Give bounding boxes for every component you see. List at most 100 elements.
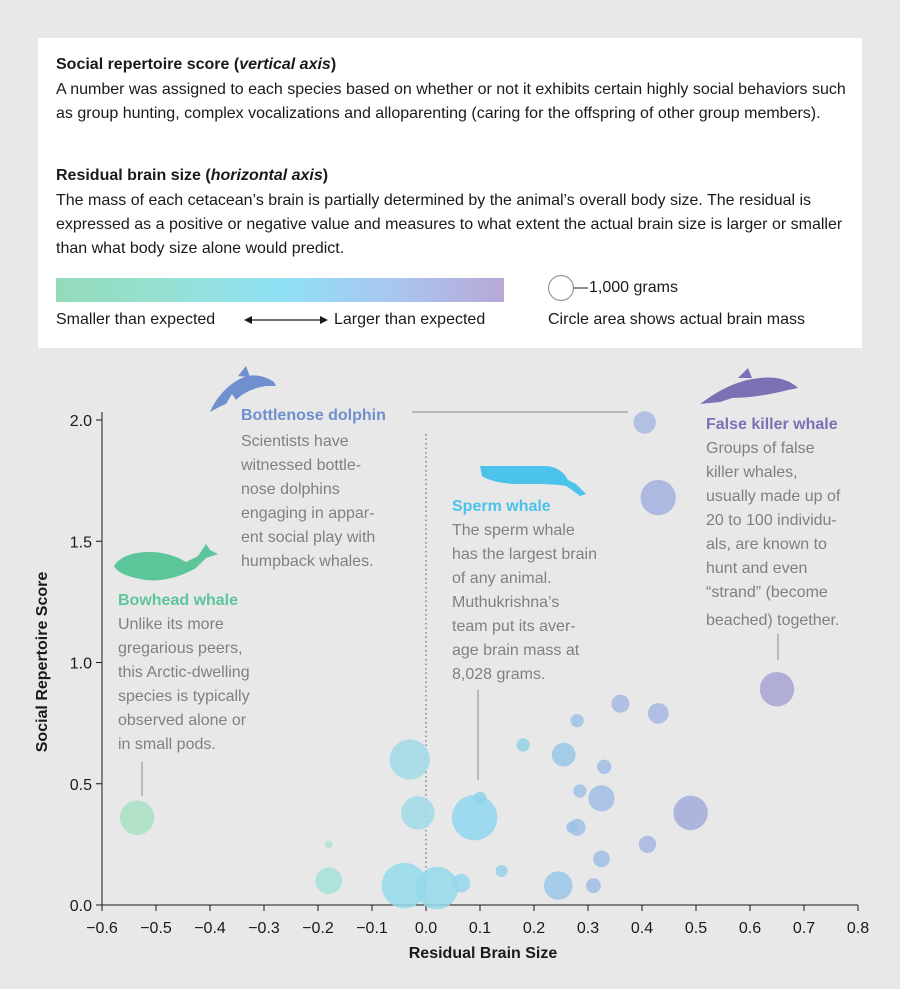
x-tick-label: −0.1 [356,920,388,937]
data-point-bubble [573,784,587,798]
annotation-text-line: ent social play with [241,529,375,546]
data-point-bubble [611,694,630,713]
annotation-text-line: 8,028 grams. [452,666,545,683]
data-point-bubble [473,791,487,805]
annotation-bowhead-title: Bowhead whale [118,592,238,609]
annotation-sperm-whale: Sperm whale The sperm whale has the larg… [452,498,597,683]
data-point-bubble [597,759,612,774]
data-point-bubble [315,867,343,895]
legend-panel: Social repertoire score (vertical axis) … [38,38,862,348]
annotation-text-line: “strand” (become [706,584,828,601]
annotation-bowhead-whale: Bowhead whale Unlike its more gregarious… [118,592,250,753]
annotation-text-line: Groups of false [706,440,815,457]
data-point-bubble [633,411,656,434]
x-axis-title: Residual Brain Size [409,945,558,962]
annotation-text-line: als, are known to [706,536,827,553]
data-point-bubble [647,703,669,724]
x-tick-label: −0.4 [194,920,226,937]
annotation-text-line: humpback whales. [241,553,374,570]
annotation-text-line: engaging in appar- [241,505,374,522]
x-tick-label: 0.5 [685,920,707,937]
x-tick-label: 0.2 [523,920,545,937]
x-tick-label: 0.6 [739,920,761,937]
annotation-text-line: usually made up of [706,488,841,505]
annotation-text-line: Scientists have [241,433,349,450]
data-point-bubble [586,878,601,893]
data-point-bubble [451,873,471,893]
data-point-bubble [759,671,795,707]
annotation-text-line: in small pods. [118,736,216,753]
vertical-axis-heading: Social repertoire score (vertical axis) [56,56,337,73]
gradient-arrow-icon [244,316,328,324]
annotation-text-line: Muthukrishna’s [452,594,559,611]
gradient-label-left: Smaller than expected [56,311,216,328]
annotation-false-killer-title: False killer whale [706,416,838,433]
x-tick-label: −0.3 [248,920,280,937]
annotation-text-line: hunt and even [706,560,807,577]
data-point-bubble [119,800,155,835]
x-tick-label: 0.0 [415,920,437,937]
size-key-label: 1,000 grams [589,279,678,296]
data-point-bubble [495,865,508,878]
data-point-bubble [389,739,430,780]
y-tick-label: 1.0 [70,656,92,673]
x-tick-label: 0.1 [469,920,491,937]
annotation-text-line: nose dolphins [241,481,340,498]
gradient-label-right: Larger than expected [334,311,486,328]
sperm-whale-icon [480,466,586,496]
plot-area: 0.0 0.5 1.0 1.5 2.0 −0.6 −0.5 −0.4 −0.3 −0.2 −0.1 0… [70,411,869,937]
data-point-bubble [401,796,435,830]
data-point-bubble [381,862,428,909]
color-gradient-bar [56,278,504,302]
dolphin-icon [210,366,276,412]
annotation-text-line: of any animal. [452,570,552,587]
annotation-text-line: beached) together. [706,612,839,629]
y-tick-label: 2.0 [70,413,92,430]
annotation-bottlenose: Bottlenose dolphin Scientists have witne… [240,407,386,570]
annotation-text-line: observed alone or [118,712,247,729]
annotation-text-line: Unlike its more [118,616,224,633]
x-tick-label: 0.4 [631,920,653,937]
y-axis-title: Social Repertoire Score [34,572,51,753]
annotation-sperm-title: Sperm whale [452,498,551,515]
data-point-bubble [570,714,584,728]
data-point-bubble [325,840,333,849]
data-point-bubble [673,795,708,831]
annotation-text-line: team put its aver- [452,618,576,635]
x-tick-label: 0.8 [847,920,869,937]
data-point-bubble [566,821,578,833]
y-tick-label: 0.0 [70,898,92,915]
data-point-bubble [638,835,657,854]
bowhead-whale-icon [114,544,218,581]
annotation-text-line: has the largest brain [452,546,597,563]
annotation-text-line: killer whales, [706,464,798,481]
data-point-bubble [451,794,498,841]
y-tick-label: 0.5 [70,777,92,794]
annotation-text-line: this Arctic-dwelling [118,664,250,681]
data-point-bubble [544,871,573,900]
annotation-text-line: The sperm whale [452,522,575,539]
annotation-text-line: gregarious peers, [118,640,243,657]
annotation-text-line: 20 to 100 individu- [706,512,837,529]
annotation-bottlenose-title: Bottlenose dolphin [241,407,386,424]
vertical-axis-description: A number was assigned to each species ba… [56,81,846,122]
annotation-text-line: species is typically [118,688,250,705]
horizontal-axis-description: The mass of each cetacean’s brain is par… [56,192,843,257]
data-point-bubble [588,785,615,812]
false-killer-whale-icon [700,368,798,404]
data-point-bubble [415,866,459,910]
data-point-bubble [516,738,530,752]
data-point-bubble [551,742,576,767]
annotation-text-line: witnessed bottle- [240,457,361,474]
annotation-text-line: age brain mass at [452,642,580,659]
x-tick-label: −0.5 [140,920,172,937]
annotation-false-killer-whale: False killer whale Groups of false kille… [706,416,841,629]
horizontal-axis-heading: Residual brain size (horizontal axis) [56,167,329,184]
x-tick-label: −0.6 [86,920,118,937]
size-key-note: Circle area shows actual brain mass [548,311,805,328]
data-point-bubble [640,479,676,516]
x-tick-label: 0.7 [793,920,815,937]
data-point-bubble [593,850,610,868]
y-tick-label: 1.5 [70,534,92,551]
